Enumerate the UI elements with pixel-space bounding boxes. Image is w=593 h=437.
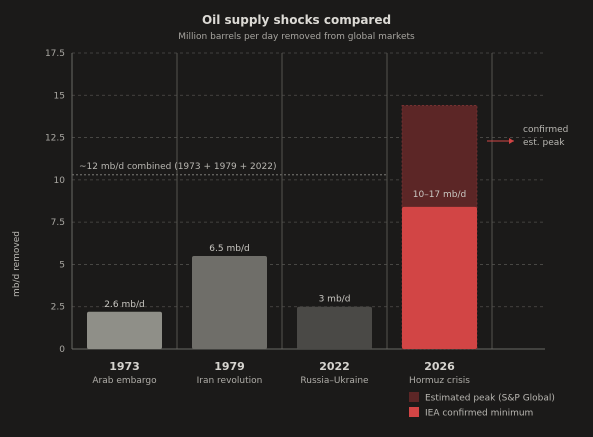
y-tick-label: 5	[59, 260, 65, 270]
chart-subtitle: Million barrels per day removed from glo…	[178, 32, 415, 42]
x-category-label: Russia–Ukraine	[300, 376, 369, 386]
legend-label-confirmed: IEA confirmed minimum	[425, 409, 533, 419]
category-separators	[176, 53, 493, 349]
y-tick-label: 15	[54, 91, 65, 101]
legend-swatch-peak	[409, 392, 419, 402]
y-tick-label: 2.5	[51, 303, 65, 313]
bar-value-label: 2.6 mb/d	[104, 300, 144, 310]
annotation-confirmed: confirmed	[523, 125, 568, 135]
bar-value-label: 10–17 mb/d	[413, 190, 467, 200]
y-tick-label: 17.5	[45, 49, 65, 59]
legend-label-peak: Estimated peak (S&P Global)	[425, 394, 555, 404]
annotation-arrow-head	[509, 137, 514, 144]
x-category-year: 1973	[109, 360, 140, 373]
y-tick-label: 12.5	[45, 134, 65, 144]
y-tick-label: 10	[54, 176, 66, 186]
labels: 0 2.5 5 7.5 10 12.5 15 17.5 2.6 mb/d 1973 Arab emb…	[45, 49, 568, 386]
annotation-est-peak: est. peak	[523, 138, 565, 148]
legend: Estimated peak (S&P Global) IEA confirme…	[409, 392, 555, 419]
bar-2022	[297, 306, 372, 349]
bar-2026	[402, 206, 477, 349]
y-axis-title: mb/d removed	[12, 231, 22, 297]
x-category-label: Iran revolution	[197, 376, 263, 386]
bar-value-label: 6.5 mb/d	[209, 244, 249, 254]
y-tick-label: 0	[59, 345, 65, 355]
bar-1973	[87, 311, 162, 349]
chart-title: Oil supply shocks compared	[201, 13, 392, 27]
bars	[87, 105, 478, 350]
x-category-label: Hormuz crisis	[409, 376, 470, 386]
y-tick-label: 7.5	[51, 218, 65, 228]
x-category-year: 1979	[214, 360, 245, 373]
bar-value-label: 3 mb/d	[319, 295, 351, 305]
reference-line-label: ~12 mb/d combined (1973 + 1979 + 2022)	[79, 162, 276, 172]
bar-1979	[192, 255, 267, 349]
x-category-year: 2026	[424, 360, 455, 373]
legend-swatch-confirmed	[409, 407, 419, 417]
x-category-label: Arab embargo	[92, 376, 157, 386]
x-category-year: 2022	[319, 360, 350, 373]
